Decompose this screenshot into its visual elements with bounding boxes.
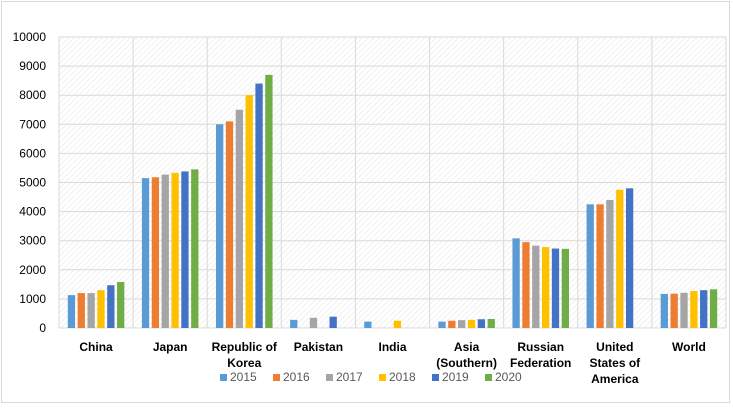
x-tick-label: World bbox=[672, 340, 706, 354]
bar-2017 bbox=[309, 317, 318, 328]
y-tick-label: 1000 bbox=[19, 292, 46, 306]
x-tick-label: United States of America bbox=[589, 340, 641, 386]
y-tick-label: 7000 bbox=[19, 117, 46, 131]
y-tick-label: 8000 bbox=[19, 88, 46, 102]
bars bbox=[67, 74, 718, 328]
legend-label: 2020 bbox=[495, 370, 522, 384]
bar-2015 bbox=[67, 295, 76, 328]
y-tick-label: 9000 bbox=[19, 59, 46, 73]
x-tick-label: Russian Federation bbox=[510, 340, 571, 370]
bar-2015 bbox=[438, 321, 446, 328]
bar-2018 bbox=[616, 189, 624, 328]
bar-2018 bbox=[541, 247, 550, 328]
bar-2018 bbox=[171, 172, 179, 328]
bar-2015 bbox=[512, 238, 520, 328]
legend-label: 2017 bbox=[336, 370, 363, 384]
y-tick-label: 6000 bbox=[19, 146, 46, 160]
legend-swatch bbox=[432, 374, 439, 381]
bar-2016 bbox=[596, 204, 604, 328]
bar-2020 bbox=[561, 248, 569, 328]
gridlines bbox=[59, 36, 726, 329]
x-tick-label: Asia (Southern) bbox=[436, 340, 497, 370]
legend-label: 2018 bbox=[389, 370, 416, 384]
bar-2018 bbox=[245, 95, 253, 328]
y-tick-label: 2000 bbox=[19, 263, 46, 277]
bar-2017 bbox=[161, 174, 169, 328]
bar-2016 bbox=[77, 293, 85, 328]
bar-2019 bbox=[181, 171, 189, 328]
x-tick-label: China bbox=[79, 340, 113, 354]
bar-2016 bbox=[522, 242, 530, 328]
legend-swatch bbox=[273, 374, 280, 381]
y-tick-label: 4000 bbox=[19, 205, 46, 219]
bar-2020 bbox=[487, 318, 495, 328]
bar-2017 bbox=[87, 293, 95, 328]
x-tick-label: India bbox=[378, 340, 406, 354]
bar-2019 bbox=[255, 83, 263, 328]
bar-2015 bbox=[216, 124, 224, 328]
bar-2018 bbox=[690, 291, 698, 328]
bar-2020 bbox=[265, 74, 273, 328]
bar-2019 bbox=[329, 316, 337, 328]
bar-2017 bbox=[606, 199, 614, 328]
bar-2016 bbox=[151, 177, 160, 328]
bar-2015 bbox=[586, 204, 594, 328]
bar-2020 bbox=[191, 169, 199, 328]
legend-label: 2019 bbox=[442, 370, 469, 384]
legend: 2015 2016 2017 2018 2019 2020 bbox=[220, 370, 522, 384]
x-tick-label: Pakistan bbox=[294, 340, 343, 354]
legend-label: 2015 bbox=[230, 370, 257, 384]
legend-swatch bbox=[379, 374, 386, 381]
x-tick-label: Republic of Korea bbox=[212, 340, 278, 370]
bar-2018 bbox=[467, 319, 476, 328]
bar-2015 bbox=[364, 321, 372, 328]
legend-swatch bbox=[485, 374, 492, 381]
bar-2018 bbox=[393, 320, 402, 328]
legend-label: 2016 bbox=[283, 370, 310, 384]
x-axis-ticks: China Japan Republic of Korea Pakistan India A… bbox=[79, 340, 705, 386]
legend-swatch bbox=[220, 374, 227, 381]
bar-2020 bbox=[709, 289, 718, 328]
bar-2018 bbox=[97, 290, 105, 328]
y-axis-ticks: 0 1000 2000 3000 4000 5000 6000 7000 8000 9000 100… bbox=[13, 30, 47, 335]
x-tick-label: Japan bbox=[153, 340, 188, 354]
bar-2015 bbox=[660, 293, 668, 328]
bar-2017 bbox=[458, 320, 466, 328]
y-tick-label: 3000 bbox=[19, 234, 46, 248]
y-tick-label: 5000 bbox=[19, 176, 46, 190]
bar-2017 bbox=[680, 292, 688, 328]
y-tick-label: 0 bbox=[39, 321, 46, 335]
bar-2016 bbox=[670, 293, 678, 328]
bar-2020 bbox=[117, 282, 125, 328]
chart-area: 0 1000 2000 3000 4000 5000 6000 7000 8000 9000 100… bbox=[1, 1, 730, 403]
bar-2016 bbox=[225, 121, 234, 328]
bar-2015 bbox=[290, 319, 298, 328]
bar-2019 bbox=[700, 290, 708, 328]
bar-2017 bbox=[235, 109, 244, 328]
bar-2015 bbox=[141, 178, 150, 328]
bar-2019 bbox=[551, 248, 560, 328]
legend-swatch bbox=[326, 374, 333, 381]
y-tick-label: 10000 bbox=[13, 30, 47, 44]
bar-2017 bbox=[532, 245, 540, 328]
bar-2019 bbox=[477, 319, 486, 328]
bar-2019 bbox=[107, 285, 115, 328]
bar-2016 bbox=[448, 320, 456, 328]
bar-2019 bbox=[625, 188, 634, 328]
